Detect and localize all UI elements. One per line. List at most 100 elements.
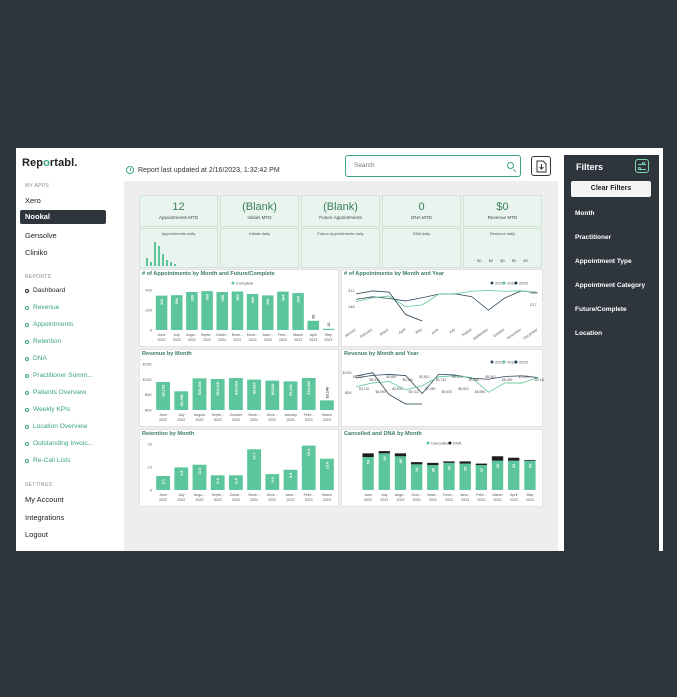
data-label: 217 (530, 302, 537, 307)
series-line (355, 375, 539, 393)
bar (170, 295, 183, 330)
x-tick-label: March (322, 493, 332, 497)
chart-retention-month[interactable]: Retention by Month 0 10 20 6.1 June 2022 9.8 Jul… (139, 429, 339, 507)
spark-revenue-daily[interactable]: Revenue daily $0 $0 $0 $0 $0 (463, 228, 542, 268)
filter-month[interactable]: Month (575, 210, 595, 217)
search-icon[interactable] (507, 162, 514, 169)
chart-appointments-year[interactable]: # of Appointments by Month and Year 2021 2… (341, 269, 543, 347)
data-label: 13.6 (325, 462, 329, 469)
filter-appointment-category[interactable]: Appointment Category (575, 282, 646, 289)
download-button[interactable] (531, 156, 551, 176)
settings-my-account[interactable]: My Account (25, 495, 64, 504)
search-input[interactable]: Search (345, 155, 521, 177)
chart-appointments-month[interactable]: # of Appointments by Month and Future/Co… (139, 269, 339, 347)
kpi-appointments-mtd[interactable]: 12 Appointments MTD (139, 195, 218, 227)
app-window: Reportabl. MY APPS Xero Nookal Gensolve … (16, 148, 663, 551)
filter-location[interactable]: Location (575, 330, 603, 337)
app-cliniko[interactable]: Cliniko (25, 248, 48, 257)
chart-cancelled-dna[interactable]: Cancelled and DNA by Month Cancelled DNA 54… (341, 429, 543, 507)
data-label: 17.7 (253, 452, 257, 459)
report-retention[interactable]: Retention (25, 338, 61, 345)
x-tick-label: May (415, 327, 423, 334)
data-label: 380 (221, 295, 225, 301)
x-tick-label: Janu... (285, 493, 296, 497)
my-apps-label: MY APPS (25, 183, 49, 189)
app-gensolve[interactable]: Gensolve (25, 231, 57, 240)
x-tick-label: 2022 (196, 418, 204, 422)
data-label: $6,090 (376, 390, 386, 394)
app-xero[interactable]: Xero (25, 196, 41, 205)
report-practitioner-summary[interactable]: Practitioner Summ... (25, 372, 93, 379)
series-line (355, 290, 539, 308)
x-tick-label: 2022 (159, 498, 167, 502)
x-tick-label: Septe... (201, 333, 213, 337)
x-tick-label: June (158, 333, 166, 337)
x-tick-label: 2023 (494, 498, 502, 502)
bar (192, 378, 207, 410)
dashboard-canvas: 12 Appointments MTD (Blank) Initials MTD (… (124, 181, 558, 551)
y-tick-label: 20 (148, 442, 153, 447)
bullet-icon (25, 305, 29, 310)
x-tick-label: December (523, 327, 540, 340)
chart-revenue-month[interactable]: Revenue by Month $0K $5K $10K $15K $9,120 June… (139, 349, 339, 427)
report-weekly-kpis[interactable]: Weekly KPIs (25, 406, 70, 413)
kpi-dna-mtd[interactable]: 0 DNA MTD (382, 195, 461, 227)
filter-future-complete[interactable]: Future/Complete (575, 306, 627, 313)
report-dna[interactable]: DNA (25, 355, 47, 362)
x-tick-label: 2022 (250, 498, 258, 502)
chart-title: Revenue by Month (142, 351, 192, 357)
clear-filters-button[interactable]: Clear Filters (571, 181, 651, 197)
report-appointments[interactable]: Appointments (25, 321, 73, 328)
data-label: $9,120 (162, 385, 166, 397)
spark-future-daily[interactable]: Future Appointments daily (301, 228, 380, 268)
report-patients-overview[interactable]: Patients Overview (25, 389, 86, 396)
report-outstanding-invoices[interactable]: Outstanding Invoic... (25, 440, 93, 447)
x-tick-label: 2023 (264, 338, 272, 342)
cancelled-bar (394, 456, 407, 490)
data-label: $3,510 (419, 375, 429, 379)
filter-practitioner[interactable]: Practitioner (575, 234, 612, 241)
legend-swatch (514, 360, 518, 364)
x-tick-label: 2023 (287, 498, 295, 502)
x-tick-label: 2023 (323, 418, 331, 422)
spark-dna-daily[interactable]: DNA daily (382, 228, 461, 268)
x-tick-label: 2023 (323, 498, 331, 502)
data-label: $9,530 (370, 378, 380, 382)
legend-label: DNA (453, 441, 462, 446)
x-tick-label: June (159, 413, 167, 417)
filter-appointment-type[interactable]: Appointment Type (575, 258, 632, 265)
data-label: $10,420 (234, 381, 238, 395)
data-label: $3,900 (392, 387, 402, 391)
settings-integrations[interactable]: Integrations (25, 513, 65, 522)
kpi-revenue-mtd[interactable]: $0 Revenue MTD (463, 195, 542, 227)
bar (265, 380, 280, 410)
x-tick-label: 2022 (413, 498, 421, 502)
report-location-overview[interactable]: Location Overview (25, 423, 87, 430)
cancelled-bar (459, 463, 471, 490)
reportabl-logo[interactable]: Reportabl. (22, 157, 78, 169)
spark-initials-daily[interactable]: Initials daily (220, 228, 299, 268)
data-label: 37 (480, 468, 484, 472)
kpi-initials-mtd[interactable]: (Blank) Initials MTD (220, 195, 299, 227)
dna-bar (378, 451, 390, 454)
spark-appointments-daily[interactable]: Appointments daily (139, 228, 218, 268)
report-revenue[interactable]: Revenue (25, 304, 59, 311)
x-tick-label: September (472, 327, 489, 341)
series-line (355, 290, 423, 322)
chart-revenue-year[interactable]: Revenue by Month and Year 2021 2022 2023 $10… (341, 349, 544, 427)
report-recall-lists[interactable]: Re-Call Lists (25, 457, 70, 464)
kpi-future-appointments[interactable]: (Blank) Future Appointments (301, 195, 380, 227)
dna-bar (362, 453, 374, 457)
settings-logout[interactable]: Logout (25, 530, 48, 539)
filter-settings-icon[interactable] (635, 159, 649, 173)
app-nookal[interactable]: Nookal (20, 210, 106, 224)
legend-label: 2022 (507, 360, 517, 365)
x-tick-label: 2023 (279, 338, 287, 342)
x-tick-label: 2022 (250, 418, 258, 422)
dna-bar (427, 462, 439, 466)
report-dashboard[interactable]: Dashboard (25, 287, 65, 294)
cancelled-bar (443, 462, 455, 490)
search-placeholder: Search (354, 162, 375, 169)
x-tick-label: 2022 (188, 338, 196, 342)
settings-label: SETTINGS (25, 482, 53, 488)
